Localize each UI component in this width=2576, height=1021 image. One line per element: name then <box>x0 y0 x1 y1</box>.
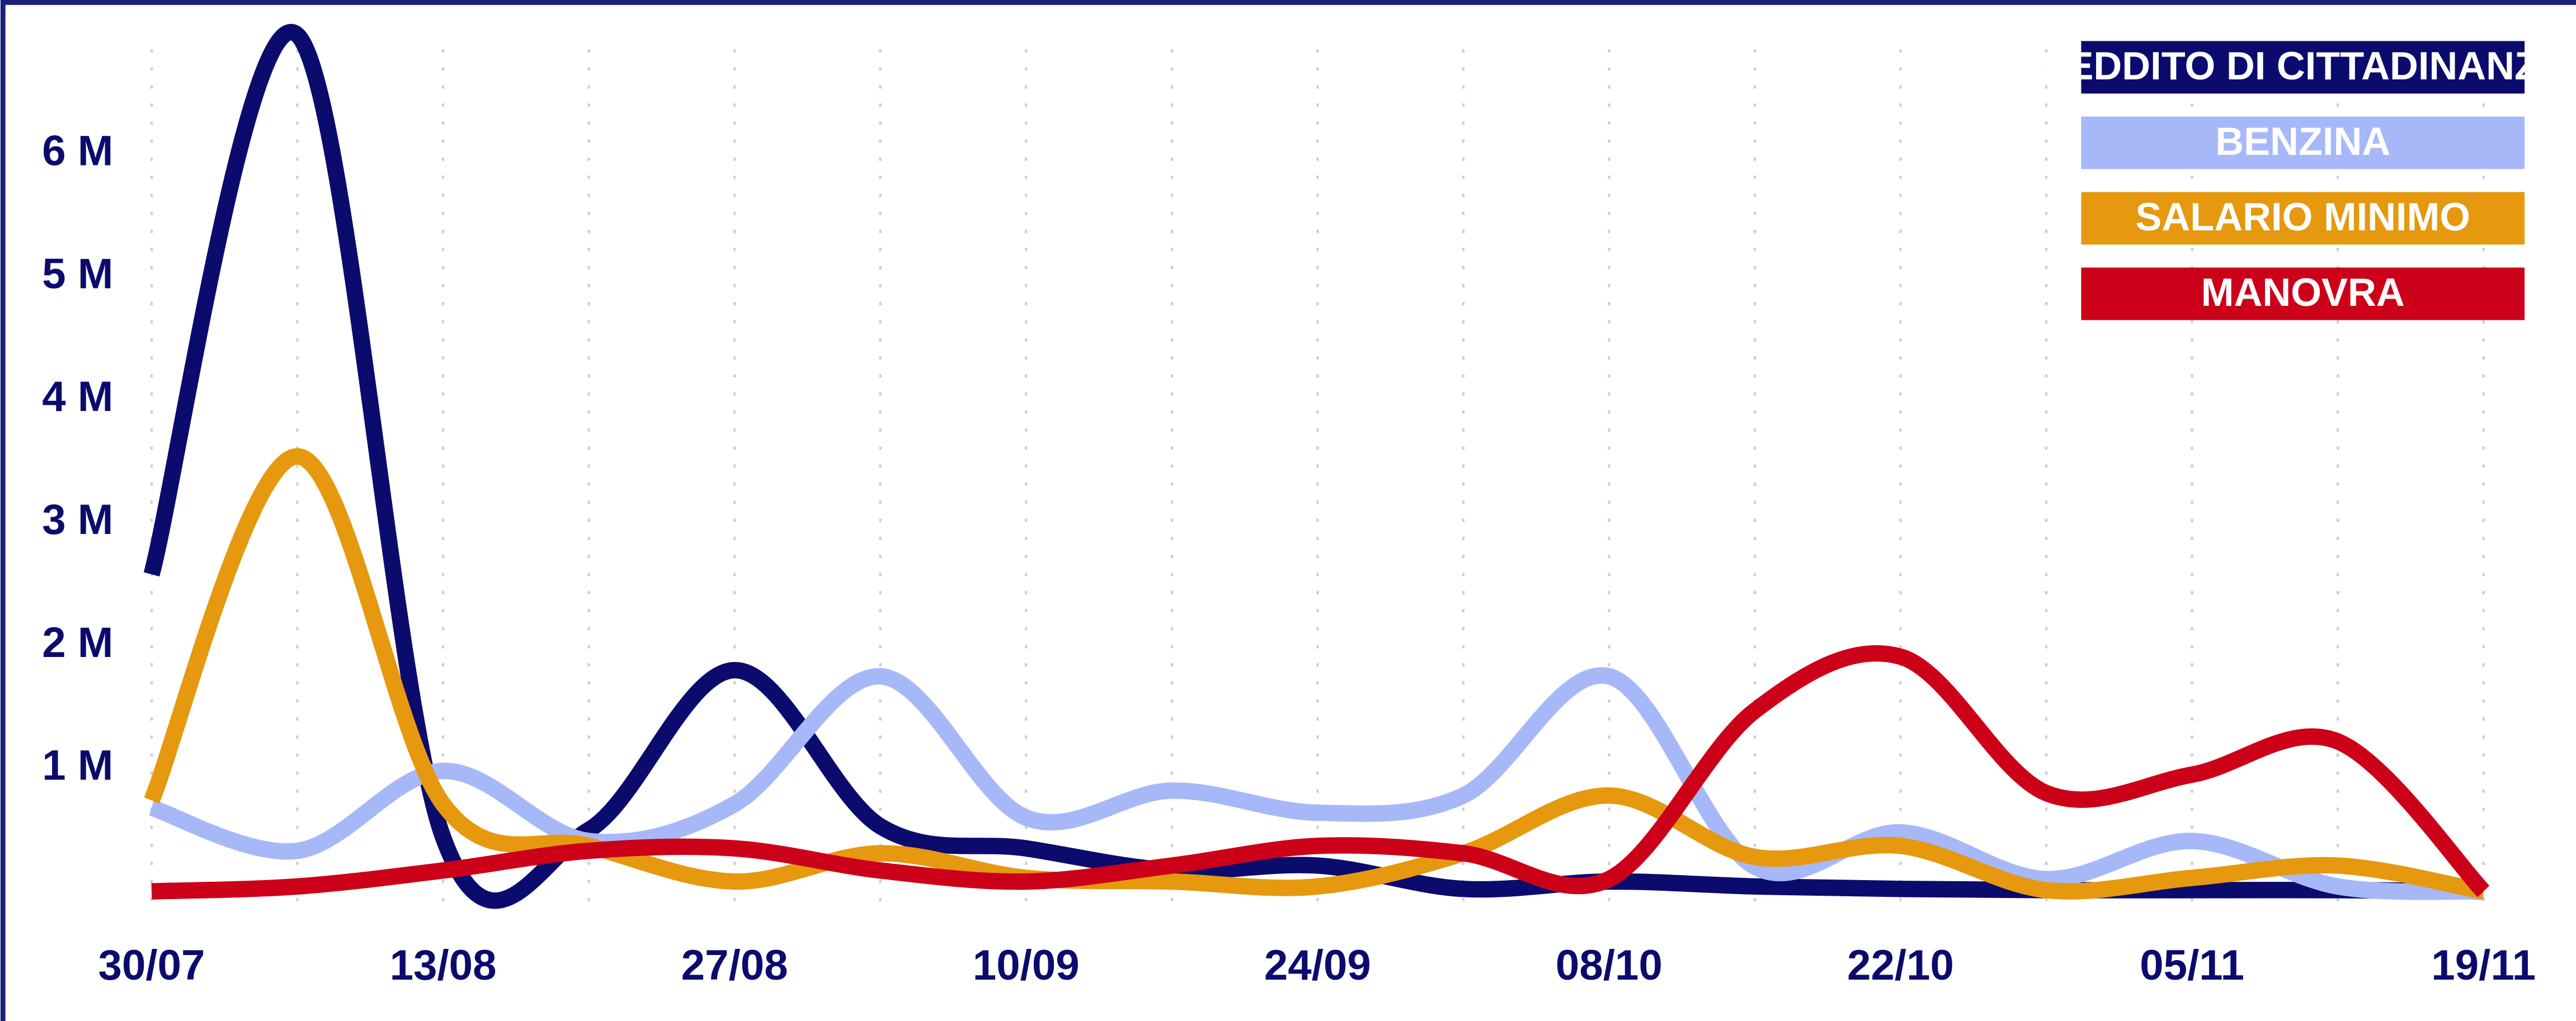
x-tick-label: 13/08 <box>390 942 497 989</box>
y-tick-label: 3 M <box>42 496 113 543</box>
y-tick-label: 2 M <box>42 619 113 667</box>
x-tick-label: 19/11 <box>2431 942 2536 989</box>
y-tick-label: 4 M <box>42 373 113 420</box>
legend-swatch <box>2081 116 2525 169</box>
x-tick-label: 30/07 <box>98 942 205 989</box>
series-line <box>144 448 2485 900</box>
legend-swatch <box>2081 192 2525 245</box>
x-tick-label: 22/10 <box>1847 942 1954 989</box>
series-line <box>149 667 2484 900</box>
legend-label: SALARIO MINIMO <box>2135 195 2470 239</box>
x-tick-label: 27/08 <box>681 942 788 989</box>
x-tick-label: 05/11 <box>2140 942 2244 989</box>
y-tick-label: 5 M <box>42 250 113 297</box>
legend-label: REDDITO DI CITTADINANZA <box>2039 44 2567 88</box>
legend-swatch <box>2081 267 2525 320</box>
legend-label: MANOVRA <box>2201 270 2405 314</box>
x-tick-label: 24/09 <box>1264 942 1371 989</box>
series-line <box>151 645 2490 900</box>
y-tick-label: 1 M <box>42 742 113 790</box>
legend-swatch <box>2081 41 2525 94</box>
y-tick-label: 6 M <box>42 127 113 175</box>
x-tick-label: 08/10 <box>1556 942 1663 989</box>
legend-label: BENZINA <box>2215 119 2390 163</box>
x-tick-label: 10/09 <box>973 942 1080 989</box>
